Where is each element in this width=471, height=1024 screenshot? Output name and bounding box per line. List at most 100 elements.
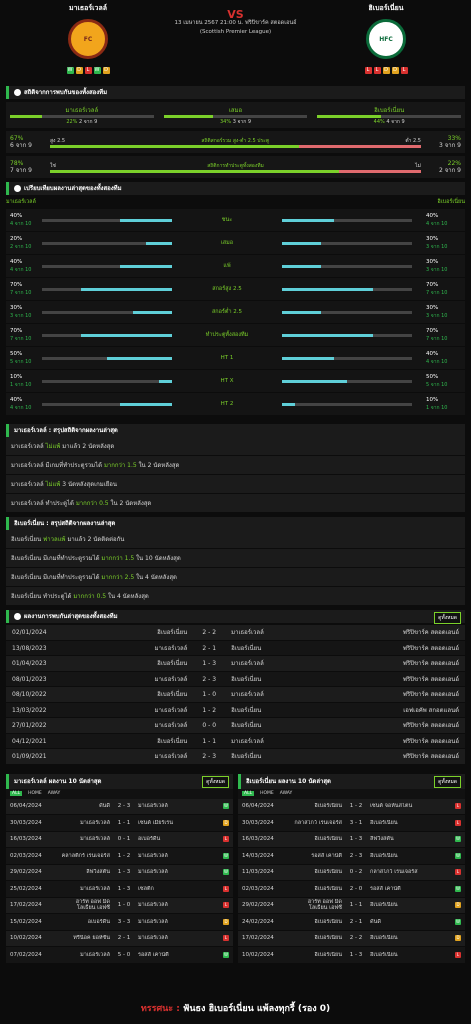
h2h-row[interactable]: 04/12/2021 ฮิเบอร์เนี่ยน 1 - 1 มาเธอร์เวลล์… [6,733,465,749]
home-team-logo: FC [68,19,108,59]
compare-row: 10% 1 จาก 10 HT X 50% 5 จาก 10 [6,370,465,393]
result-row[interactable]: 11/03/2024 ฮิเบอร์เนี่ยน 0 - 2 กลาสโกว์ เรน… [238,864,465,881]
result-row[interactable]: 30/03/2024 กลาสโกว์ เรนเจอร์ส 3 - 1 ฮิเบอร์… [238,815,465,832]
result-badge: L [455,819,461,826]
result-row[interactable]: 14/03/2024 รอสส์ เคาน์ตี้ 2 - 3 ฮิเบอร์เนี่… [238,848,465,865]
result-row[interactable]: 16/03/2024 มาเธอร์เวลล์ 0 - 1 อเบอร์ดีน L [6,831,233,848]
h2h-row[interactable]: 13/08/2023 มาเธอร์เวลล์ 2 - 1 ฮิเบอร์เนี่ยน… [6,640,465,656]
result-cell: 02/03/2024 [10,852,42,859]
section-title-text: สถิติจากการพบกันของทั้งสองทีม [24,89,108,96]
tab-all[interactable]: ALL [242,791,255,796]
result-cell: 1 - 3 [117,869,131,876]
draw-pct: 34% [219,119,232,125]
result-cell: ฮิเบอร์เนี่ยน [370,819,398,826]
result-row[interactable]: 30/03/2024 มาเธอร์เวลล์ 1 - 1 เซนต์ เมียร์เ… [6,815,233,832]
result-row[interactable]: 15/02/2024 อเบอร์ดีน 3 - 3 มาเธอร์เวลล์ D [6,914,233,931]
h2h-row[interactable]: 01/04/2023 ฮิเบอร์เนี่ยน 1 - 3 มาเธอร์เวลล์… [6,656,465,672]
tab-away[interactable]: AWAY [279,791,293,796]
result-row[interactable]: 17/02/2024 ฮิเบอร์เนี่ยน 2 - 2 ฮิเบอร์เนี่ย… [238,930,465,947]
compare-rows: 40% 4 จาก 10 ชนะ 40% 4 จาก 10 20% 2 จาก 10 เสมอ… [6,209,465,416]
result-row[interactable]: 17/02/2024 ฮาร์ท ออฟ มิดโลเธียน เอฟซี 1 - … [6,897,233,914]
compare-left-pct: 40% [10,258,23,265]
result-cell: 07/02/2024 [10,951,42,958]
summary-highlight: ไม่แพ้ [45,481,61,488]
view-all-h2h-button[interactable]: ดูทั้งหมด [434,612,461,624]
result-row[interactable]: 06/04/2024 ดันดี 2 - 3 มาเธอร์เวลล์ W [6,798,233,815]
tab-away[interactable]: AWAY [47,791,61,796]
compare-left-bar [42,241,172,245]
compare-right: 70% 7 จาก 10 [412,282,448,297]
result-cell: 17/02/2024 [10,902,42,909]
summary-line: ฮิเบอร์เนี่ยน มีเกมที่ทำประตูรวมได้ มากก… [6,549,465,568]
result-row[interactable]: 06/04/2024 ฮิเบอร์เนี่ยน 1 - 2 เซนต์ จอห์นส… [238,798,465,815]
h2h-row[interactable]: 13/03/2022 มาเธอร์เวลล์ 1 - 2 ฮิเบอร์เนี่ยน… [6,702,465,718]
result-row[interactable]: 24/02/2024 ฮิเบอร์เนี่ยน 2 - 1 ดันดี W [238,914,465,931]
h2h-cell: 2 - 3 [202,675,217,683]
h2h-cell: มาเธอร์เวลล์ [154,722,188,729]
summary-highlight: ฟาวลแพ้ [43,536,66,543]
h2h-row[interactable]: 08/10/2022 ฮิเบอร์เนี่ยน 1 - 0 มาเธอร์เวลล์… [6,687,465,703]
tab-home[interactable]: HOME [260,791,274,796]
compare-left: 10% 1 จาก 10 [6,374,42,389]
result-row[interactable]: 29/02/2024 ลีฟวิงสตัน 1 - 3 มาเธอร์เวลล์ W [6,864,233,881]
h2h-cell: ฮิเบอร์เนี่ยน [231,675,262,683]
away-label: ฮิเบอร์เนี่ยน [374,107,405,114]
h2h-row[interactable]: 02/01/2024 ฮิเบอร์เนี่ยน 2 - 2 มาเธอร์เวลล์… [6,625,465,641]
compare-right-pct: 30% [426,235,439,242]
result-cell: ฮิเบอร์เนี่ยน [314,803,342,810]
btts-yes-tag: ใช่ [50,162,56,169]
compare-left-pct: 10% [10,373,23,380]
compare-right-pct: 70% [426,327,439,334]
view-all-away-button[interactable]: ดูทั้งหมด [434,775,461,788]
compare-right-fill [282,356,334,360]
compare-row: 70% 7 จาก 10 สกอร์สูง 2.5 70% 7 จาก 10 [6,278,465,301]
away-last10: ฮิเบอร์เนี่ยน ผลงาน 10 นัดล่าสุด ดูทั้งห… [238,773,465,964]
home-win-pct: 22% [66,119,78,125]
h2h-cell: ฟริปิขาร์ค สตอดเอนอ์ [402,737,460,745]
compare-left-count: 2 จาก 10 [10,243,32,250]
compare-right-count: 3 จาก 10 [426,312,448,319]
result-row[interactable]: 07/02/2024 มาเธอร์เวลล์ 5 - 0 รอสส์ เคาน์ตี… [6,947,233,964]
form-badge: L [400,67,408,74]
result-row[interactable]: 02/03/2024 ฮิเบอร์เนี่ยน 2 - 0 รอสส์ เคาน์ต… [238,881,465,898]
home-win-fill [10,115,42,118]
under-count: 3 จาก 9 [439,142,461,149]
result-cell: 15/02/2024 [10,918,42,925]
result-row[interactable]: 02/03/2024 คลาลติกร์ เรนเจอร์ส 1 - 2 มาเธอร… [6,848,233,865]
result-badge: W [223,803,229,810]
result-cell: เซนต์ เมียร์เรน [138,819,173,826]
home-last10: มาเธอร์เวลล์ ผลงาน 10 นัดล่าสุด ดูทั้งหม… [6,773,233,964]
compare-label: สกอร์ต่ำ 2.5 [211,309,243,315]
compare-section: เปรียบเทียบผลงานล่าสุดของทั้งสองทีม มาเธ… [6,182,465,416]
compare-label: ชนะ [221,217,233,223]
result-row[interactable]: 29/02/2024 ฮาร์ท ออฟ มิดโลเธียน เอฟซี 1 - … [238,897,465,914]
football-icon [14,613,21,620]
compare-right-bar [282,241,412,245]
result-row[interactable]: 25/02/2024 มาเธอร์เวลล์ 1 - 3 เซลติก L [6,881,233,898]
h2h-row[interactable]: 08/01/2023 มาเธอร์เวลล์ 2 - 3 ฮิเบอร์เนี่ยน… [6,671,465,687]
compare-right-pct: 10% [426,396,439,403]
h2h-cell: 01/09/2021 [12,753,47,760]
btts-bar [50,169,421,173]
compare-right-pct: 30% [426,304,439,311]
result-cell: ฮิเบอร์เนี่ยน [314,918,342,925]
compare-left-count: 4 จาก 10 [10,266,32,273]
compare-left-count: 4 จาก 10 [10,220,32,227]
h2h-row[interactable]: 27/01/2022 มาเธอร์เวลล์ 0 - 0 ฮิเบอร์เนี่ยน… [6,718,465,734]
result-row[interactable]: 16/03/2024 ฮิเบอร์เนี่ยน 1 - 3 ลีฟวิงสตัน W [238,831,465,848]
tab-all[interactable]: ALL [10,791,23,796]
h2h-row[interactable]: 01/09/2021 มาเธอร์เวลล์ 2 - 3 ฮิเบอร์เนี่ยน… [6,749,465,765]
h2h-cell: มาเธอร์เวลล์ [231,691,264,698]
result-cell: 10/02/2024 [242,951,274,958]
view-all-home-button[interactable]: ดูทั้งหมด [202,775,229,788]
h2h-cell: 1 - 3 [202,660,217,667]
tab-home[interactable]: HOME [28,791,42,796]
result-cell: 2 - 3 [349,852,363,859]
result-row[interactable]: 10/02/2024 ฮิเบอร์เนี่ยน 1 - 3 ฮิเบอร์เนี่ย… [238,947,465,964]
result-row[interactable]: 10/02/2024 ทรีน๊อค ยอห์ซัน 2 - 1 มาเธอร์เวล… [6,930,233,947]
draw-stat: เสมอ 34% 3 จาก 9 [163,105,308,125]
summary-line: ฮิเบอร์เนี่ยน ฟาวลแพ้ มาแล้ว 2 นัดติดต่อ… [6,530,465,549]
